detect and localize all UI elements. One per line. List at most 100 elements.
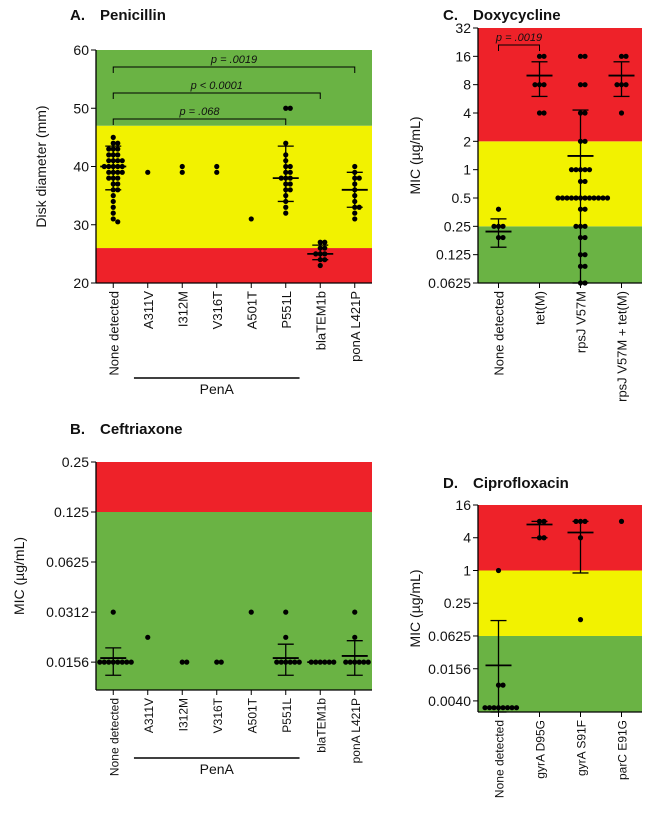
y-tick-label: 16 <box>455 497 471 513</box>
data-point <box>124 659 130 665</box>
p-value: p = .0019 <box>495 32 542 44</box>
y-tick-label: 32 <box>455 20 471 36</box>
data-point <box>287 105 293 111</box>
data-point <box>115 169 121 175</box>
data-point <box>541 82 547 88</box>
data-point <box>248 216 254 222</box>
data-point <box>110 609 116 615</box>
x-tick-label: tet(M) <box>533 291 548 325</box>
data-point <box>115 146 121 152</box>
x-tick-label: V316T <box>210 291 225 329</box>
x-tick-label: rpsJ V57M <box>574 291 589 353</box>
data-point <box>106 659 112 665</box>
data-point <box>573 167 579 173</box>
group-label: PenA <box>200 381 235 397</box>
panel-label: D. <box>443 475 458 492</box>
data-point <box>184 659 190 665</box>
data-point <box>214 659 220 665</box>
x-tick-label: P551L <box>280 698 294 733</box>
data-point <box>623 82 629 88</box>
panel-title: Ceftriaxone <box>100 421 183 438</box>
data-point <box>491 705 497 711</box>
y-tick-label: 40 <box>73 159 89 175</box>
x-tick-label: P551L <box>279 291 294 329</box>
data-point <box>110 210 116 216</box>
x-tick-label: rpsJ V57M + tet(M) <box>615 291 630 402</box>
data-point <box>292 659 298 665</box>
y-tick-label: 0.0625 <box>428 275 471 291</box>
x-tick-label: gyrA D95G <box>534 720 548 779</box>
band <box>96 50 372 126</box>
data-point <box>591 195 597 201</box>
data-point <box>541 110 547 116</box>
p-value: p = .068 <box>178 106 220 118</box>
data-point <box>573 223 579 229</box>
y-tick-label: 8 <box>463 77 471 93</box>
y-tick-label: 30 <box>73 217 89 233</box>
data-point <box>145 634 151 640</box>
y-tick-label: 1 <box>463 162 471 178</box>
y-tick-label: 16 <box>455 48 471 64</box>
data-point <box>106 152 112 158</box>
panel-title: Doxycycline <box>473 7 561 24</box>
x-tick-label: blaTEM1b <box>314 698 328 753</box>
x-tick-label: None detected <box>493 720 507 798</box>
data-point <box>101 659 107 665</box>
data-point <box>283 204 289 210</box>
data-point <box>214 169 220 175</box>
y-tick-label: 0.0625 <box>428 628 471 644</box>
x-tick-label: I312M <box>176 698 190 731</box>
data-point <box>283 105 289 111</box>
data-point <box>618 53 625 59</box>
data-point <box>568 195 575 201</box>
data-point <box>577 617 584 623</box>
y-tick-label: 0.0040 <box>428 693 471 709</box>
y-tick-label: 0.0156 <box>46 654 89 670</box>
data-point <box>532 82 538 88</box>
data-point <box>352 634 358 640</box>
data-point <box>618 110 625 116</box>
data-point <box>106 175 112 181</box>
data-point <box>564 195 570 201</box>
data-point <box>322 245 328 251</box>
data-point <box>248 609 254 615</box>
data-point <box>110 140 116 146</box>
comparison-bracket <box>498 44 540 51</box>
data-point <box>495 206 502 212</box>
panel-label: C. <box>443 7 458 24</box>
data-point <box>287 181 293 187</box>
data-point <box>356 175 362 181</box>
y-tick-label: 20 <box>73 275 89 291</box>
y-axis-label: MIC (µg/mL) <box>11 537 27 615</box>
comparison-bracket <box>112 66 356 73</box>
data-point <box>555 195 561 201</box>
data-point <box>582 110 588 116</box>
data-point <box>568 167 575 173</box>
y-tick-label: 0.5 <box>452 190 472 206</box>
data-point <box>179 659 185 665</box>
data-point <box>500 223 506 229</box>
data-point <box>586 167 593 173</box>
data-point <box>352 609 358 615</box>
data-point <box>115 152 121 158</box>
data-point <box>347 659 353 665</box>
y-tick-label: 4 <box>463 105 471 121</box>
data-point <box>283 609 289 615</box>
data-point <box>582 206 588 212</box>
data-point <box>287 187 293 193</box>
x-tick-label: A311V <box>141 291 156 329</box>
y-tick-label: 60 <box>73 42 89 58</box>
data-point <box>214 163 220 170</box>
x-tick-label: None detected <box>106 291 121 376</box>
data-point <box>582 178 588 185</box>
data-point <box>317 262 323 269</box>
y-tick-label: 0.0625 <box>46 554 89 570</box>
panel-label: B. <box>70 421 85 438</box>
data-point <box>614 82 620 88</box>
x-tick-label: A501T <box>244 291 259 329</box>
data-point <box>618 518 625 524</box>
x-tick-label: gyrA S91F <box>575 720 589 776</box>
data-point <box>582 223 588 229</box>
data-point <box>582 263 588 269</box>
band <box>478 226 642 283</box>
